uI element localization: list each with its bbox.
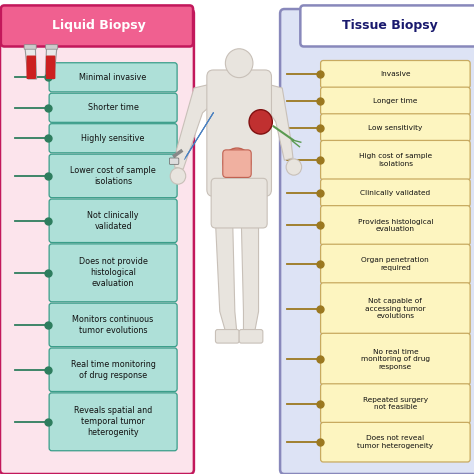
Text: Invasive: Invasive	[380, 71, 410, 77]
Text: No real time
monitoring of drug
response: No real time monitoring of drug response	[361, 348, 430, 370]
FancyBboxPatch shape	[320, 179, 470, 207]
FancyBboxPatch shape	[49, 63, 177, 92]
Text: Not capable of
accessing tumor
evolutions: Not capable of accessing tumor evolution…	[365, 298, 426, 319]
FancyBboxPatch shape	[27, 55, 36, 79]
Text: Shorter time: Shorter time	[88, 103, 138, 112]
FancyBboxPatch shape	[1, 5, 193, 46]
Text: Low sensitivity: Low sensitivity	[368, 125, 422, 131]
Text: Provides histological
evaluation: Provides histological evaluation	[357, 219, 433, 232]
Text: Monitors continuous
tumor evolutions: Monitors continuous tumor evolutions	[73, 315, 154, 335]
FancyBboxPatch shape	[49, 93, 177, 122]
Text: Does not reveal
tumor heterogeneity: Does not reveal tumor heterogeneity	[357, 436, 433, 449]
Circle shape	[170, 168, 186, 184]
FancyBboxPatch shape	[320, 61, 470, 88]
Text: Lower cost of sample
isolations: Lower cost of sample isolations	[70, 166, 156, 186]
Circle shape	[249, 109, 273, 134]
Circle shape	[223, 148, 251, 177]
FancyBboxPatch shape	[49, 154, 177, 198]
FancyBboxPatch shape	[169, 158, 179, 164]
FancyBboxPatch shape	[320, 140, 470, 180]
FancyBboxPatch shape	[49, 348, 177, 392]
FancyBboxPatch shape	[320, 206, 470, 245]
FancyBboxPatch shape	[320, 244, 470, 284]
FancyBboxPatch shape	[239, 329, 263, 343]
Text: High cost of sample
isolations: High cost of sample isolations	[359, 154, 432, 167]
FancyBboxPatch shape	[49, 303, 177, 346]
Text: Not clinically
validated: Not clinically validated	[87, 211, 139, 231]
Circle shape	[225, 49, 253, 78]
Text: Minimal invasive: Minimal invasive	[80, 73, 147, 82]
Polygon shape	[261, 83, 293, 160]
FancyBboxPatch shape	[207, 70, 272, 196]
FancyBboxPatch shape	[320, 422, 470, 462]
FancyBboxPatch shape	[320, 87, 470, 115]
FancyBboxPatch shape	[301, 5, 474, 46]
FancyBboxPatch shape	[46, 55, 55, 79]
Polygon shape	[174, 83, 218, 169]
FancyBboxPatch shape	[235, 71, 244, 81]
Text: Highly sensitive: Highly sensitive	[82, 134, 145, 143]
FancyBboxPatch shape	[49, 393, 177, 451]
Circle shape	[286, 159, 301, 175]
Text: Liquid Biopsy: Liquid Biopsy	[52, 19, 146, 32]
Polygon shape	[216, 187, 237, 334]
Text: Reveals spatial and
temporal tumor
heterogenity: Reveals spatial and temporal tumor heter…	[74, 406, 152, 438]
FancyBboxPatch shape	[280, 9, 474, 474]
FancyBboxPatch shape	[320, 114, 470, 141]
Text: Repeated surgery
not feasible: Repeated surgery not feasible	[363, 397, 428, 410]
Polygon shape	[25, 47, 36, 79]
FancyBboxPatch shape	[49, 124, 177, 153]
Text: Clinically validated: Clinically validated	[360, 190, 430, 196]
FancyBboxPatch shape	[49, 199, 177, 243]
FancyBboxPatch shape	[211, 178, 267, 228]
FancyBboxPatch shape	[49, 244, 177, 302]
Polygon shape	[45, 47, 57, 79]
Text: Tissue Biopsy: Tissue Biopsy	[342, 19, 438, 32]
Polygon shape	[241, 187, 258, 334]
Text: Does not provide
histological
evaluation: Does not provide histological evaluation	[79, 257, 147, 289]
Text: Organ penetration
required: Organ penetration required	[362, 257, 429, 271]
FancyBboxPatch shape	[320, 384, 470, 423]
FancyBboxPatch shape	[216, 329, 239, 343]
Text: Longer time: Longer time	[373, 98, 418, 104]
FancyBboxPatch shape	[24, 45, 36, 49]
FancyBboxPatch shape	[0, 9, 194, 474]
FancyBboxPatch shape	[46, 45, 58, 49]
Text: Real time monitoring
of drug response: Real time monitoring of drug response	[71, 360, 155, 380]
FancyBboxPatch shape	[320, 283, 470, 334]
FancyBboxPatch shape	[223, 150, 251, 177]
FancyBboxPatch shape	[320, 333, 470, 385]
